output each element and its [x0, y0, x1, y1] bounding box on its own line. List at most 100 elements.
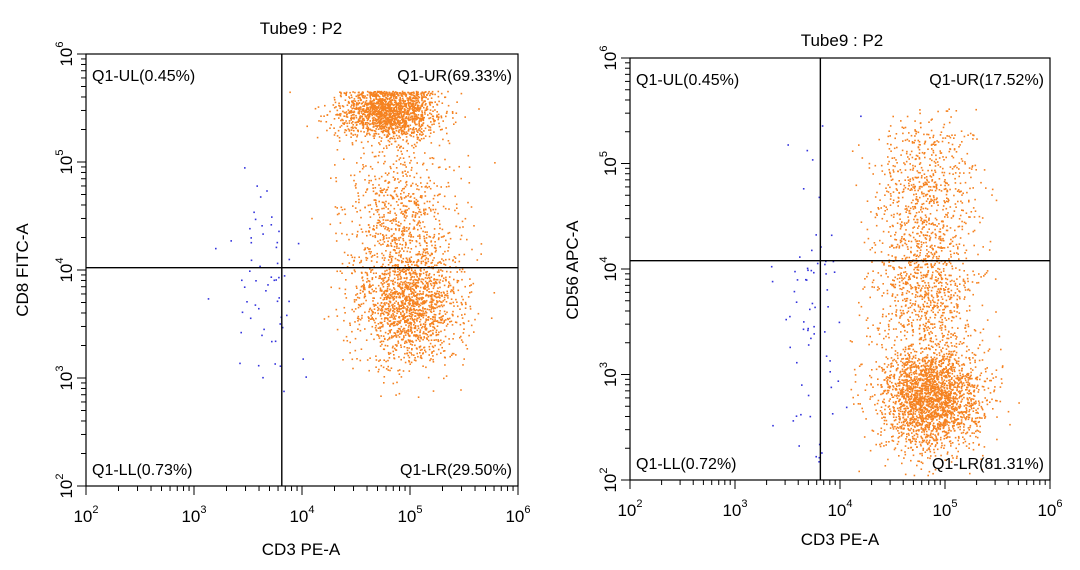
scatter-point	[340, 206, 343, 209]
scatter-point	[418, 188, 420, 191]
scatter-point	[381, 99, 383, 102]
scatter-point	[413, 120, 416, 122]
scatter-point	[407, 306, 409, 309]
scatter-point	[966, 388, 968, 391]
scatter-point	[903, 372, 905, 375]
scatter-point	[374, 236, 377, 239]
scatter-point	[380, 103, 382, 106]
scatter-point	[391, 239, 394, 241]
scatter-point	[380, 124, 383, 127]
scatter-point	[904, 451, 906, 453]
scatter-point	[898, 388, 901, 390]
scatter-point	[360, 110, 363, 113]
scatter-point	[358, 112, 360, 115]
scatter-point	[398, 305, 400, 308]
scatter-point	[402, 102, 404, 105]
scatter-point	[401, 291, 404, 293]
scatter-point	[378, 96, 381, 98]
scatter-point	[417, 129, 420, 131]
scatter-point	[387, 279, 389, 282]
scatter-point	[892, 406, 894, 408]
scatter-point	[408, 301, 411, 303]
scatter-point	[368, 250, 371, 253]
scatter-point	[392, 249, 395, 251]
scatter-point	[406, 205, 408, 208]
scatter-point	[424, 195, 427, 197]
scatter-point	[924, 374, 927, 376]
scatter-point	[288, 258, 291, 261]
scatter-point	[393, 114, 396, 117]
scatter-point	[402, 310, 404, 312]
scatter-point	[425, 109, 428, 111]
scatter-point	[428, 354, 430, 356]
scatter-point	[387, 296, 389, 299]
scatter-point	[429, 342, 432, 345]
scatter-point	[416, 264, 418, 267]
scatter-point	[910, 398, 913, 400]
scatter-point	[416, 115, 418, 118]
scatter-point	[397, 224, 399, 227]
scatter-point	[386, 122, 388, 125]
scatter-point	[388, 357, 391, 359]
scatter-point	[386, 109, 389, 112]
scatter-point	[442, 315, 444, 317]
scatter-point	[963, 429, 965, 431]
scatter-point	[409, 105, 411, 108]
scatter-point	[314, 107, 317, 110]
scatter-point	[405, 173, 407, 175]
scatter-point	[360, 259, 363, 262]
scatter-point	[393, 137, 396, 140]
scatter-point	[976, 376, 979, 378]
scatter-point	[432, 320, 435, 322]
scatter-point	[286, 314, 288, 317]
scatter-point	[383, 123, 386, 125]
scatter-point	[419, 119, 421, 121]
scatter-point	[914, 400, 916, 403]
scatter-point	[948, 363, 951, 365]
scatter-point	[464, 217, 467, 220]
scatter-point	[279, 365, 282, 367]
scatter-point	[403, 128, 406, 131]
scatter-point	[405, 324, 407, 326]
scatter-point	[413, 359, 416, 361]
scatter-point	[390, 367, 393, 369]
scatter-point	[379, 341, 382, 343]
scatter-point	[402, 99, 405, 101]
scatter-point	[913, 407, 915, 410]
scatter-point	[451, 111, 454, 113]
scatter-point	[974, 417, 977, 420]
scatter-point	[420, 354, 422, 357]
scatter-point	[357, 320, 359, 322]
scatter-point	[455, 203, 458, 206]
scatter-point	[374, 244, 376, 247]
scatter-point	[931, 387, 934, 390]
scatter-point	[345, 279, 347, 281]
scatter-point	[378, 111, 381, 113]
scatter-point	[364, 288, 366, 291]
scatter-point	[357, 94, 359, 96]
scatter-point	[404, 210, 407, 212]
scatter-point	[397, 115, 400, 117]
scatter-point	[409, 97, 411, 99]
scatter-point	[852, 396, 854, 399]
scatter-point	[441, 102, 444, 104]
scatter-point	[357, 328, 359, 330]
scatter-point	[431, 321, 434, 324]
scatter-point	[352, 107, 355, 109]
scatter-point	[973, 395, 976, 397]
scatter-point	[402, 307, 404, 310]
scatter-point	[392, 350, 394, 353]
scatter-point	[400, 256, 402, 258]
scatter-point	[441, 315, 444, 318]
scatter-point	[391, 337, 393, 339]
scatter-point	[429, 254, 431, 257]
scatter-point	[432, 237, 435, 239]
scatter-point	[397, 342, 400, 344]
scatter-point	[904, 362, 906, 364]
scatter-point	[407, 285, 410, 288]
scatter-point	[402, 139, 404, 141]
scatter-point	[415, 103, 417, 105]
scatter-point	[437, 201, 439, 203]
scatter-point	[357, 303, 360, 306]
scatter-point	[399, 271, 401, 274]
